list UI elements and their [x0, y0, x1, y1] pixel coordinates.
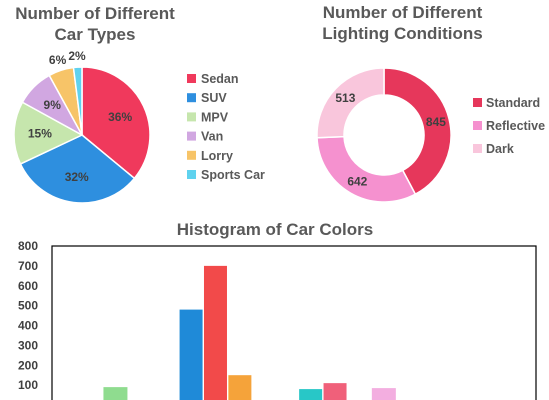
- donut-data-label-dark: 513: [335, 91, 355, 105]
- y-tick-label-200: 200: [18, 358, 38, 372]
- y-tick-label-800: 800: [18, 239, 38, 253]
- histogram-bar-1: [103, 387, 128, 400]
- donut-title-line-2: Lighting Conditions: [322, 24, 483, 43]
- donut-chart-title: Number of Different Lighting Conditions: [300, 2, 505, 44]
- pie-legend-swatch-suv: [187, 93, 196, 103]
- pie-data-label-lorry: 6%: [49, 53, 67, 67]
- donut-legend-swatch-dark: [473, 144, 482, 153]
- donut-data-label-standard: 845: [426, 115, 446, 129]
- y-tick-label-400: 400: [18, 319, 38, 333]
- y-tick-label-100: 100: [18, 378, 38, 392]
- pie-slice-suv: [19, 134, 136, 204]
- histogram-title: Histogram of Car Colors: [176, 220, 374, 239]
- donut-slice-standard: [383, 67, 452, 196]
- donut-data-label-reflective: 642: [347, 174, 367, 188]
- histogram-bar-3: [203, 265, 227, 400]
- histogram-bar-6: [323, 383, 347, 400]
- pie-data-label-sedan: 36%: [108, 110, 132, 124]
- pie-data-label-suv: 32%: [65, 170, 89, 184]
- donut-title-line-1: Number of Different: [322, 3, 483, 22]
- histogram-bar-5: [299, 389, 323, 400]
- donut-legend-label-dark: Dark: [486, 142, 514, 156]
- pie-legend-label-sedan: Sedan: [201, 72, 239, 86]
- y-tick-label-600: 600: [18, 279, 38, 293]
- pie-data-label-sports-car: 2%: [68, 49, 86, 63]
- donut-legend-label-reflective: Reflective: [486, 119, 545, 133]
- pie-legend-label-mpv: MPV: [201, 110, 229, 124]
- pie-legend-label-sports-car: Sports Car: [201, 168, 265, 182]
- donut-slice-dark: [316, 67, 385, 139]
- pie-title-line-1: Number of Different: [15, 4, 175, 23]
- pie-legend-label-suv: SUV: [201, 91, 227, 105]
- pie-legend-swatch-lorry: [187, 150, 196, 160]
- pie-legend-swatch-sedan: [187, 74, 196, 83]
- pie-slice-mpv: [13, 101, 84, 165]
- histogram-bar-2: [179, 309, 203, 400]
- pie-slice-sedan: [81, 66, 151, 180]
- pie-slice-sports-car: [72, 66, 83, 136]
- donut-legend-swatch-standard: [473, 98, 482, 107]
- pie-data-label-van: 9%: [44, 98, 62, 112]
- pie-legend-label-van: Van: [201, 130, 223, 144]
- pie-chart-title: Number of Different Car Types: [0, 3, 190, 45]
- donut-legend-label-standard: Standard: [486, 96, 540, 110]
- pie-legend-swatch-mpv: [187, 112, 196, 122]
- pie-legend-label-lorry: Lorry: [201, 149, 233, 163]
- car-types-pie-chart: 36% 32% 15% 9% 6% 2% Sedan SUV MPV Van Lorry Sports…: [13, 49, 265, 204]
- pie-legend-swatch-van: [187, 131, 196, 141]
- histogram-bar-4: [228, 375, 252, 400]
- histogram-plot-area: [51, 245, 537, 400]
- pie-title-line-2: Car Types: [54, 25, 136, 44]
- lighting-donut-chart: 845 642 513 Standard Reflective Dark: [316, 67, 545, 203]
- y-tick-label-500: 500: [18, 299, 38, 313]
- y-tick-label-700: 700: [18, 259, 38, 273]
- donut-legend-swatch-reflective: [473, 121, 482, 130]
- pie-data-label-mpv: 15%: [28, 127, 52, 141]
- pie-legend-swatch-sports-car: [187, 170, 196, 179]
- histogram-bar-7: [371, 388, 396, 400]
- y-tick-label-300: 300: [18, 338, 38, 352]
